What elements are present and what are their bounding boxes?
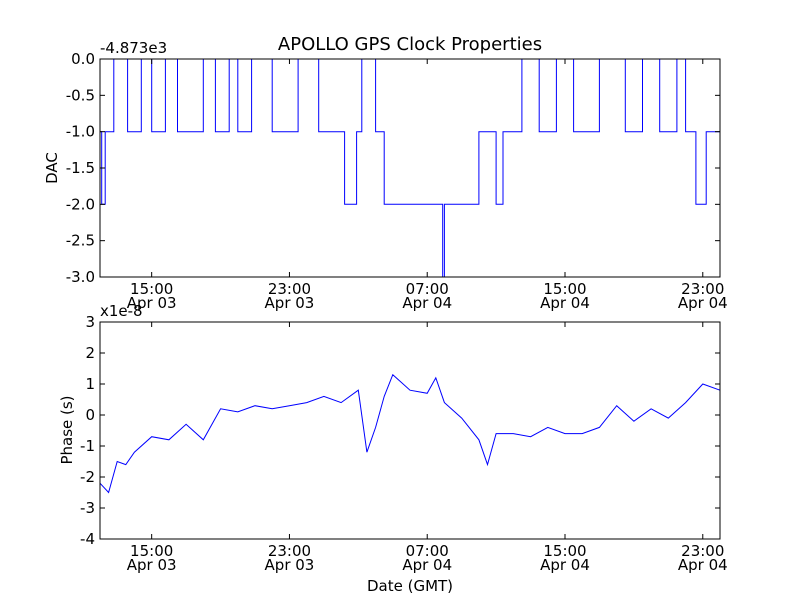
dac-xtick-date-label: Apr 03: [127, 294, 177, 312]
dac-offset-label: -4.873e3: [100, 39, 167, 57]
dac-ytick-label: -2.0: [66, 195, 95, 213]
dac-xtick-time-label: 23:00: [681, 280, 724, 298]
dac-panel: -4.873e3 DAC 0.0 -0.5 -1.0 -1.5 -2.0 -2.5 -3.0…: [43, 39, 728, 312]
phase-ytick-label: -1: [80, 437, 95, 455]
phase-ytick-label: -3: [80, 499, 95, 517]
phase-xtick-date-label: Apr 03: [127, 556, 177, 574]
phase-series-line: [99, 373, 721, 494]
dac-xtick-date-label: Apr 04: [678, 294, 728, 312]
chart-title: APOLLO GPS Clock Properties: [278, 34, 542, 55]
dac-series-line: [100, 58, 720, 278]
dac-xtick-time-label: 15:00: [543, 280, 586, 298]
dac-ytick-label: -2.5: [66, 232, 95, 250]
dac-xtick-date-label: Apr 03: [265, 294, 315, 312]
phase-ytick-label: -4: [80, 530, 95, 548]
phase-ytick-label: -2: [80, 468, 95, 486]
dac-ytick-label: -3.0: [66, 268, 95, 286]
dac-xtick-time-label: 15:00: [130, 280, 173, 298]
dac-ytick-label: -1.0: [66, 123, 95, 141]
dac-xtick-date-label: Apr 04: [402, 294, 452, 312]
phase-ytick-label: 0: [85, 406, 95, 424]
phase-xtick-date-label: Apr 04: [540, 556, 590, 574]
dac-ytick-label: -1.5: [66, 159, 95, 177]
dac-xtick-date-label: Apr 04: [540, 294, 590, 312]
phase-xtick-date-label: Apr 04: [678, 556, 728, 574]
phase-xtick-date-label: Apr 04: [402, 556, 452, 574]
dac-xtick-time-label: 07:00: [406, 280, 449, 298]
phase-xtick-time-label: 15:00: [130, 542, 173, 560]
phase-xtick-time-label: 23:00: [681, 542, 724, 560]
x-axis-label: Date (GMT): [367, 577, 453, 595]
phase-xtick-time-label: 15:00: [543, 542, 586, 560]
phase-ytick-label: 2: [85, 344, 95, 362]
dac-ytick-label: 0.0: [71, 50, 95, 68]
phase-xtick-date-label: Apr 03: [265, 556, 315, 574]
phase-ytick-label: 3: [85, 313, 95, 331]
dac-ytick-label: -0.5: [66, 86, 95, 104]
phase-axes-frame: [99, 321, 721, 540]
phase-ytick-label: 1: [85, 375, 95, 393]
phase-xtick-time-label: 07:00: [406, 542, 449, 560]
phase-offset-label: x1e-8: [100, 302, 143, 320]
phase-xtick-time-label: 23:00: [268, 542, 311, 560]
dac-axis-label: DAC: [43, 152, 61, 184]
dac-xtick-time-label: 23:00: [268, 280, 311, 298]
phase-axis-label: Phase (s): [58, 395, 76, 464]
